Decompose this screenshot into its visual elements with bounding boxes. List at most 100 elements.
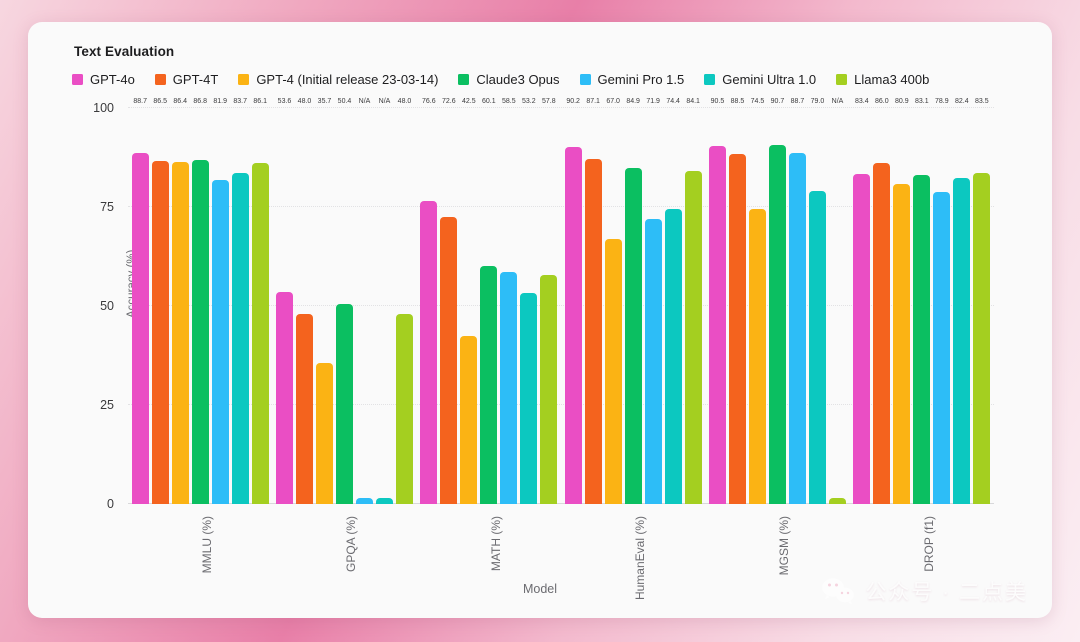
bar[interactable]: 88.5 bbox=[728, 98, 746, 504]
bar[interactable]: 78.9 bbox=[933, 98, 951, 504]
bar-value-label: 83.7 bbox=[233, 98, 247, 105]
bar-value-label: 76.6 bbox=[422, 98, 436, 105]
bar-wrapper: 86.8 bbox=[191, 98, 209, 504]
bar[interactable]: 48.0 bbox=[395, 98, 413, 504]
legend-swatch-icon bbox=[238, 74, 250, 85]
legend-item-label: Claude3 Opus bbox=[476, 72, 560, 87]
bar-wrapper: 74.4 bbox=[664, 98, 682, 504]
bar-value-label: 48.0 bbox=[397, 98, 412, 105]
bar[interactable]: 87.1 bbox=[584, 98, 602, 504]
legend-item[interactable]: GPT-4T bbox=[154, 72, 219, 87]
gridline: 75 bbox=[100, 200, 994, 214]
bar-wrapper: 87.1 bbox=[584, 98, 602, 504]
bar[interactable]: 74.5 bbox=[748, 98, 766, 504]
bar-value-label: 84.1 bbox=[686, 98, 700, 105]
legend-item-label: Gemini Pro 1.5 bbox=[597, 72, 685, 87]
legend-item[interactable]: Gemini Pro 1.5 bbox=[579, 72, 685, 87]
bar-wrapper: 83.1 bbox=[913, 98, 931, 504]
bar[interactable]: 35.7 bbox=[315, 98, 333, 504]
bar[interactable]: 88.7 bbox=[788, 98, 806, 504]
bar[interactable]: 84.1 bbox=[684, 98, 702, 504]
bar[interactable]: 67.0 bbox=[604, 98, 622, 504]
chart-card: Text Evaluation GPT-4o GPT-4T GPT-4 (Initi… bbox=[28, 22, 1052, 618]
y-axis-tick: 50 bbox=[100, 299, 114, 313]
bar-value-label: 53.2 bbox=[522, 98, 536, 105]
bar[interactable]: 48.0 bbox=[295, 98, 313, 504]
bar-wrapper: 67.0 bbox=[604, 98, 622, 504]
bar[interactable]: 79.0 bbox=[808, 98, 826, 504]
bar-value-label: 81.9 bbox=[213, 98, 227, 105]
gridline: 25 bbox=[100, 398, 994, 412]
bar-wrapper: 50.4 bbox=[335, 98, 353, 504]
bar-wrapper: 53.6 bbox=[275, 98, 293, 504]
bar[interactable]: 58.5 bbox=[500, 98, 518, 504]
bar[interactable]: 84.9 bbox=[624, 98, 642, 504]
bar[interactable]: 86.4 bbox=[171, 98, 189, 504]
bar-group: 83.4 86.0 80.9 83.1 78.9 82.4 83.5 DROP (f1) bbox=[850, 98, 994, 572]
bar-wrapper: 86.0 bbox=[873, 98, 891, 504]
bar-value-label: 78.9 bbox=[934, 98, 949, 105]
bar[interactable]: 76.6 bbox=[420, 98, 438, 504]
bar-wrapper: 79.0 bbox=[808, 98, 826, 504]
bar[interactable]: 83.7 bbox=[231, 98, 249, 504]
bar-wrapper: N/A bbox=[355, 98, 373, 504]
bar[interactable]: N/A bbox=[375, 98, 393, 504]
bar-value-label: 86.1 bbox=[253, 98, 267, 105]
gridline: 0 bbox=[107, 497, 994, 511]
bar[interactable]: 86.0 bbox=[873, 98, 891, 504]
bar[interactable]: 57.8 bbox=[540, 98, 558, 504]
bar-wrapper: 80.9 bbox=[893, 98, 911, 504]
bar[interactable]: 90.5 bbox=[708, 98, 726, 504]
bar[interactable]: 74.4 bbox=[664, 98, 682, 504]
bar-value-label: 86.8 bbox=[193, 98, 207, 105]
bar[interactable]: N/A bbox=[355, 98, 373, 504]
bar-value-label: 53.6 bbox=[277, 98, 292, 105]
bar[interactable]: 83.4 bbox=[853, 98, 871, 504]
gridline: 50 bbox=[100, 299, 994, 313]
legend-item-label: Llama3 400b bbox=[854, 72, 930, 87]
legend-item[interactable]: GPT-4o bbox=[72, 72, 135, 87]
bar[interactable]: 71.9 bbox=[644, 98, 662, 504]
bar-wrapper: 83.4 bbox=[853, 98, 871, 504]
x-axis-tick: MATH (%) bbox=[488, 516, 503, 572]
legend-item-label: GPT-4T bbox=[172, 72, 219, 87]
bar[interactable]: 90.7 bbox=[768, 98, 786, 504]
bar-value-label: 88.7 bbox=[790, 98, 805, 105]
bar[interactable]: 83.1 bbox=[913, 98, 931, 504]
bar-wrapper: N/A bbox=[375, 98, 393, 504]
y-axis-tick: 100 bbox=[93, 101, 114, 115]
bar-value-label: 90.2 bbox=[566, 98, 580, 105]
bar[interactable]: 83.5 bbox=[973, 98, 991, 504]
legend-item[interactable]: GPT-4 (Initial release 23-03-14) bbox=[238, 72, 438, 87]
bar-wrapper: 71.9 bbox=[644, 98, 662, 504]
legend-swatch-icon bbox=[704, 74, 716, 85]
bar[interactable]: N/A bbox=[828, 98, 846, 504]
bar[interactable]: 60.1 bbox=[480, 98, 498, 504]
bar[interactable]: 81.9 bbox=[211, 98, 229, 504]
bar[interactable]: 42.5 bbox=[460, 98, 478, 504]
legend-item[interactable]: Llama3 400b bbox=[836, 72, 929, 87]
bar[interactable]: 72.6 bbox=[440, 98, 458, 504]
bar-wrapper: 48.0 bbox=[295, 98, 313, 504]
bar[interactable]: 86.8 bbox=[191, 98, 209, 504]
legend-item[interactable]: Claude3 Opus bbox=[458, 72, 560, 87]
bar[interactable]: 53.2 bbox=[520, 98, 538, 504]
bar[interactable]: 82.4 bbox=[953, 98, 971, 504]
bar[interactable]: 53.6 bbox=[275, 98, 293, 504]
bar-wrapper: 88.7 bbox=[131, 98, 149, 504]
bar-wrapper: 35.7 bbox=[315, 98, 333, 504]
bar[interactable]: 90.2 bbox=[564, 98, 582, 504]
bar[interactable]: 80.9 bbox=[893, 98, 911, 504]
bar-value-label: 87.1 bbox=[586, 98, 600, 105]
bar-group: 53.6 48.0 35.7 50.4 N/A N/A 48.0 GPQA (%) bbox=[272, 98, 416, 572]
bar-wrapper: 82.4 bbox=[953, 98, 971, 504]
bar-value-label: 35.7 bbox=[317, 98, 332, 105]
legend-item[interactable]: Gemini Ultra 1.0 bbox=[704, 72, 816, 87]
bar-value-label: 74.5 bbox=[750, 98, 765, 105]
bar-group: 88.7 86.5 86.4 86.8 81.9 83.7 86.1 MMLU (%) bbox=[128, 98, 272, 573]
bar[interactable]: 86.5 bbox=[151, 98, 169, 504]
bar[interactable]: 86.1 bbox=[251, 98, 269, 504]
bar[interactable]: 50.4 bbox=[335, 98, 353, 504]
bar[interactable]: 88.7 bbox=[131, 98, 149, 504]
